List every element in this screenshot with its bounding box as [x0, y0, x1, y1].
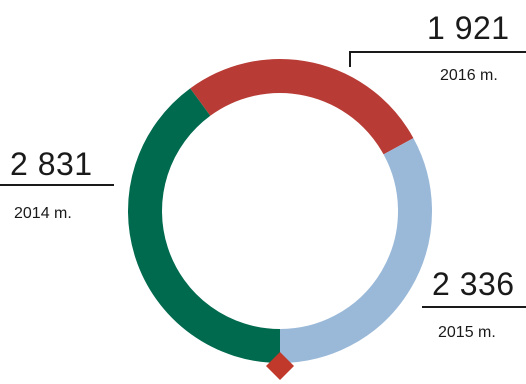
donut-slice-2016: [190, 59, 414, 155]
year-label-2014: 2014 m.: [14, 205, 72, 222]
donut-slice-2015: [279, 138, 432, 363]
value-label-2014: 2 831: [10, 146, 93, 182]
year-label-2016: 2016 m.: [440, 67, 498, 84]
value-label-2016: 1 921: [427, 10, 510, 46]
value-label-2015: 2 336: [432, 266, 515, 302]
bottom-diamond-marker: [266, 352, 294, 380]
callout-line-2014: [0, 184, 114, 186]
year-label-2015: 2015 m.: [438, 324, 496, 341]
callout-line-2016: [350, 51, 526, 53]
callout-tick-2016: [349, 51, 351, 67]
donut-slice-2014: [128, 88, 281, 363]
callout-line-2015: [422, 306, 526, 308]
